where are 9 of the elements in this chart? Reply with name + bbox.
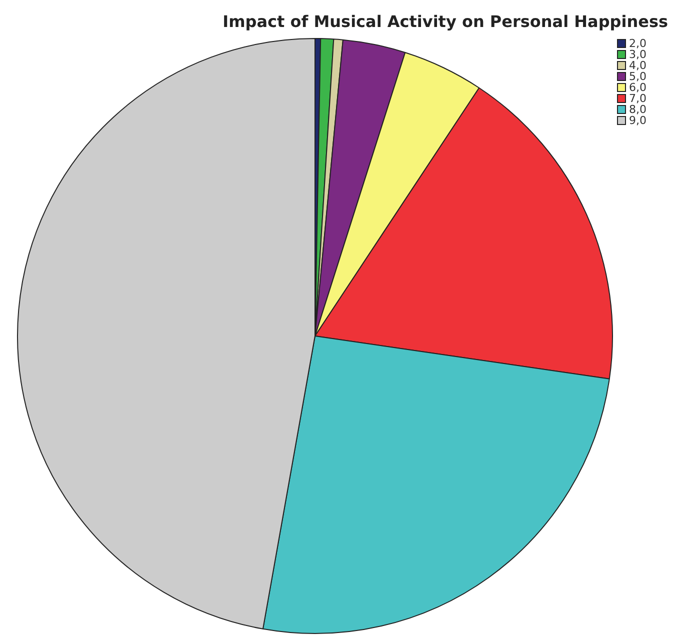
legend-label: 4,0 — [629, 59, 646, 72]
legend-label: 2,0 — [629, 37, 646, 50]
chart-title: Impact of Musical Activity on Personal Happiness — [222, 12, 668, 31]
legend-label: 7,0 — [629, 92, 646, 105]
legend-label: 8,0 — [629, 103, 646, 116]
legend-label: 5,0 — [629, 70, 646, 83]
legend-label: 9,0 — [629, 114, 646, 127]
legend-label: 6,0 — [629, 81, 646, 94]
legend-label: 3,0 — [629, 48, 646, 61]
